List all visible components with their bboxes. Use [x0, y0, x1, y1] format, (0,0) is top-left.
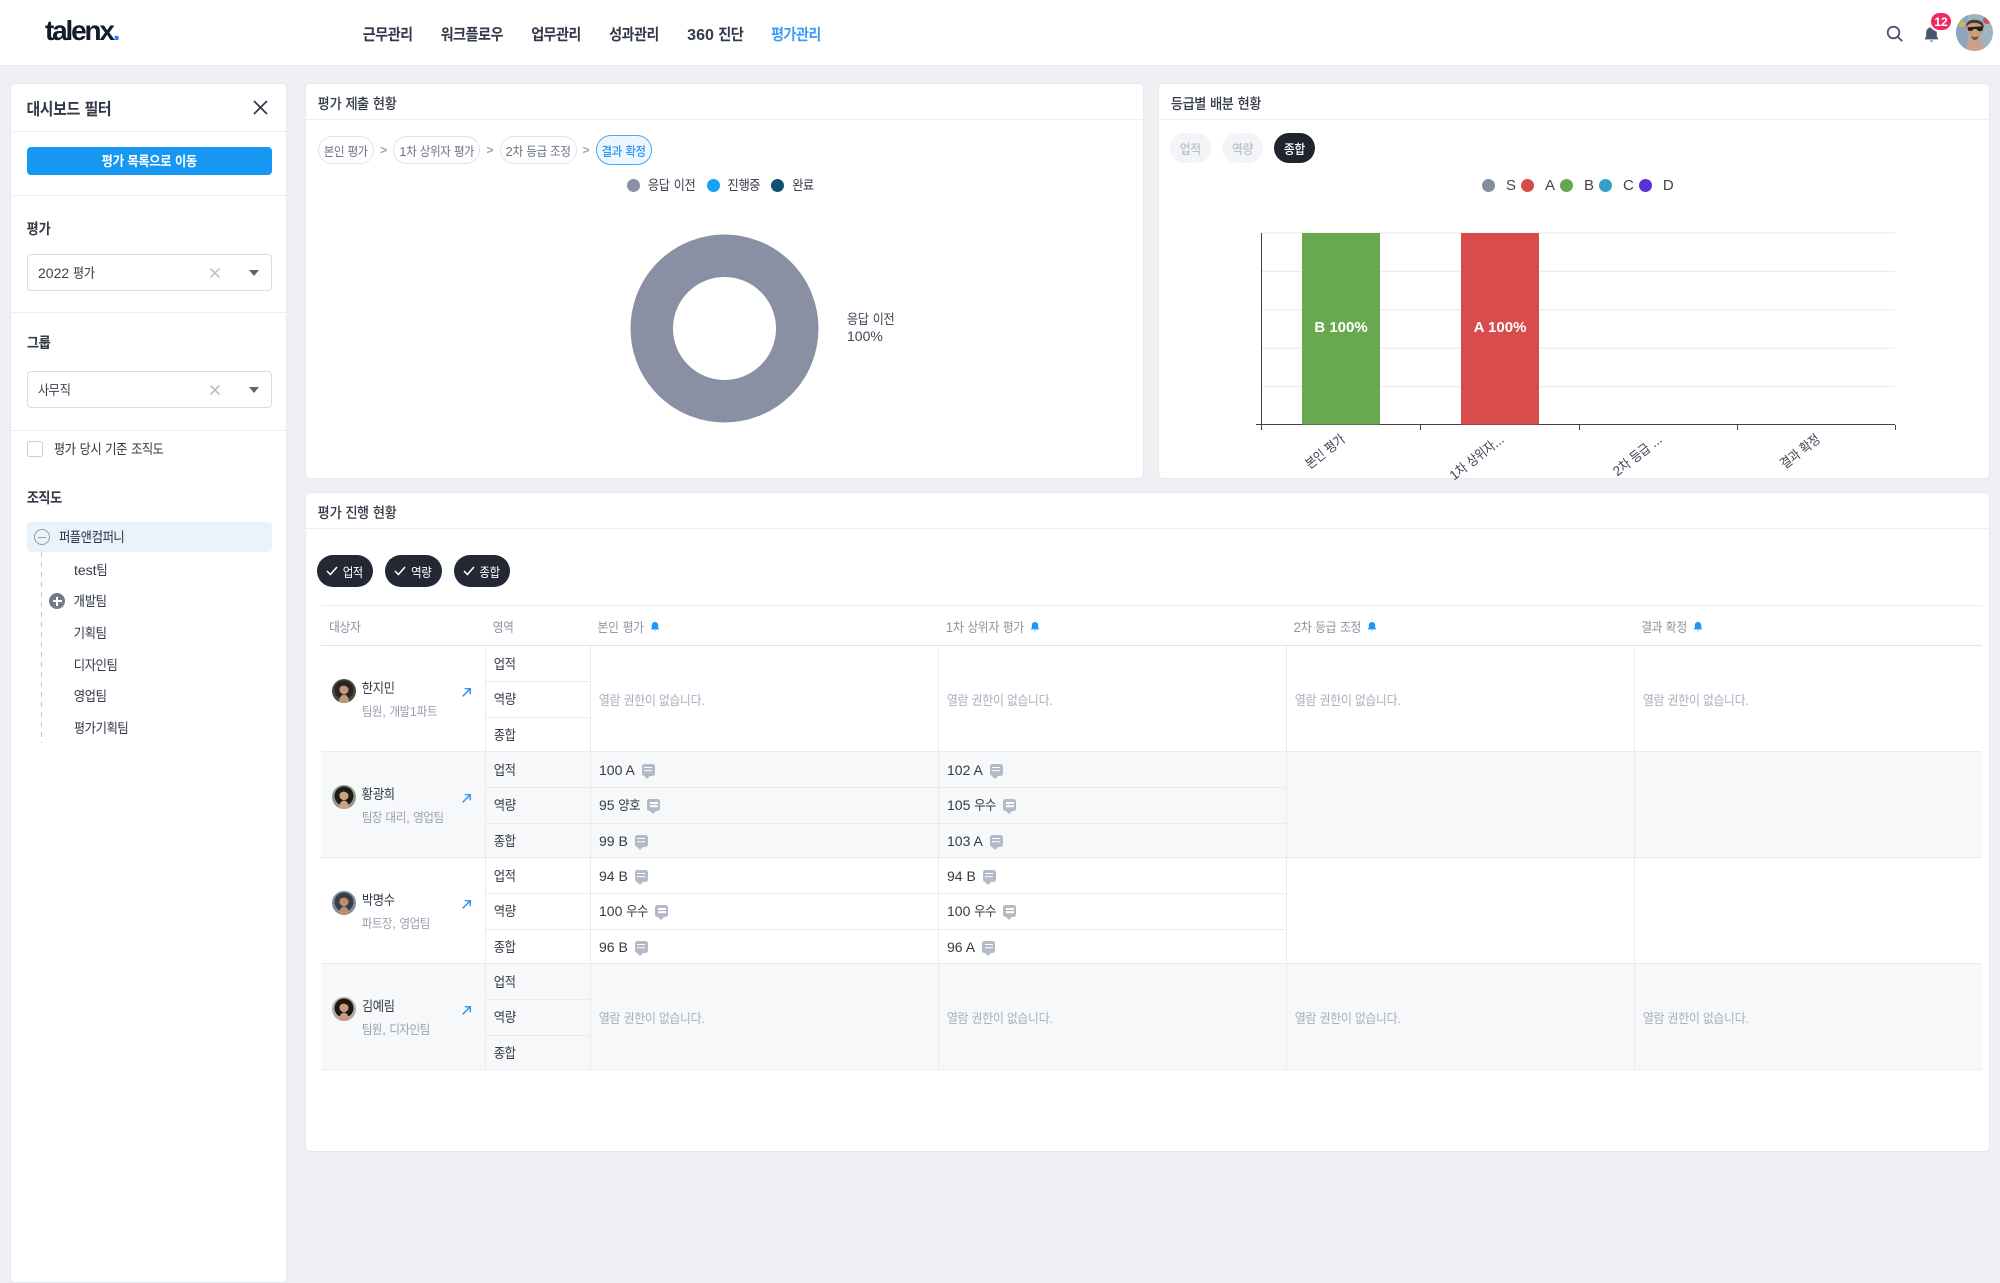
svg-text:A 100%: A 100% — [1474, 319, 1527, 336]
svg-text:본인 평가: 본인 평가 — [1302, 431, 1348, 471]
svg-text:B 100%: B 100% — [1314, 319, 1367, 336]
svg-text:2차 등급 ...: 2차 등급 ... — [1610, 432, 1665, 479]
svg-text:결과 확정: 결과 확정 — [1777, 432, 1822, 472]
svg-text:1차 상위자...: 1차 상위자... — [1447, 432, 1507, 484]
